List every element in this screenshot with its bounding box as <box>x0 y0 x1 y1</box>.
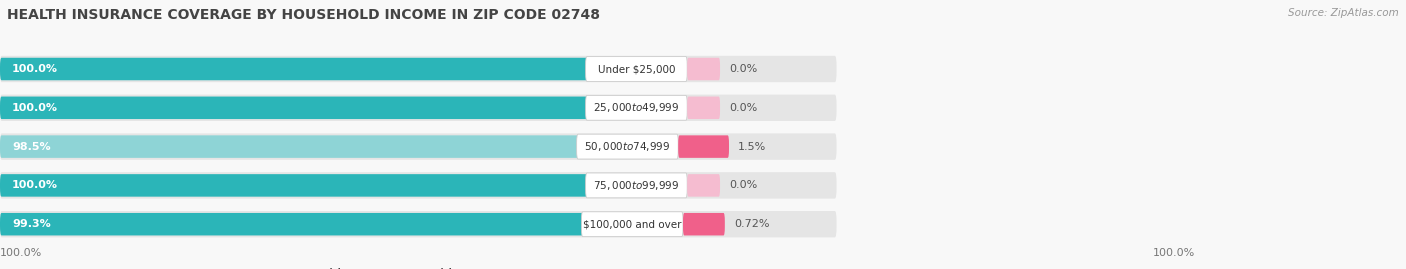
FancyBboxPatch shape <box>0 133 837 160</box>
FancyBboxPatch shape <box>678 135 728 158</box>
Text: 100.0%: 100.0% <box>11 64 58 74</box>
Text: $25,000 to $49,999: $25,000 to $49,999 <box>593 101 679 114</box>
FancyBboxPatch shape <box>585 95 688 120</box>
Text: Source: ZipAtlas.com: Source: ZipAtlas.com <box>1288 8 1399 18</box>
FancyBboxPatch shape <box>585 173 688 198</box>
Text: 0.0%: 0.0% <box>728 64 758 74</box>
FancyBboxPatch shape <box>683 213 725 235</box>
FancyBboxPatch shape <box>0 211 837 237</box>
FancyBboxPatch shape <box>0 172 837 199</box>
Text: 99.3%: 99.3% <box>11 219 51 229</box>
Text: 0.72%: 0.72% <box>734 219 769 229</box>
Text: 100.0%: 100.0% <box>11 103 58 113</box>
FancyBboxPatch shape <box>688 174 720 197</box>
FancyBboxPatch shape <box>0 213 593 235</box>
Text: $50,000 to $74,999: $50,000 to $74,999 <box>585 140 671 153</box>
FancyBboxPatch shape <box>582 212 683 237</box>
Text: 1.5%: 1.5% <box>738 141 766 152</box>
FancyBboxPatch shape <box>0 56 837 82</box>
FancyBboxPatch shape <box>688 58 720 80</box>
FancyBboxPatch shape <box>0 97 598 119</box>
Text: $100,000 and over: $100,000 and over <box>583 219 682 229</box>
Text: Under $25,000: Under $25,000 <box>598 64 675 74</box>
FancyBboxPatch shape <box>576 134 678 159</box>
Text: 100.0%: 100.0% <box>11 180 58 190</box>
Text: 100.0%: 100.0% <box>1153 248 1195 258</box>
FancyBboxPatch shape <box>0 174 598 197</box>
Text: 0.0%: 0.0% <box>728 180 758 190</box>
Text: 98.5%: 98.5% <box>11 141 51 152</box>
FancyBboxPatch shape <box>688 97 720 119</box>
Legend: With Coverage, Without Coverage: With Coverage, Without Coverage <box>297 264 540 269</box>
Text: HEALTH INSURANCE COVERAGE BY HOUSEHOLD INCOME IN ZIP CODE 02748: HEALTH INSURANCE COVERAGE BY HOUSEHOLD I… <box>7 8 600 22</box>
Text: $75,000 to $99,999: $75,000 to $99,999 <box>593 179 679 192</box>
FancyBboxPatch shape <box>0 135 589 158</box>
FancyBboxPatch shape <box>0 58 598 80</box>
FancyBboxPatch shape <box>585 56 688 82</box>
Text: 100.0%: 100.0% <box>0 248 42 258</box>
FancyBboxPatch shape <box>0 95 837 121</box>
Text: 0.0%: 0.0% <box>728 103 758 113</box>
